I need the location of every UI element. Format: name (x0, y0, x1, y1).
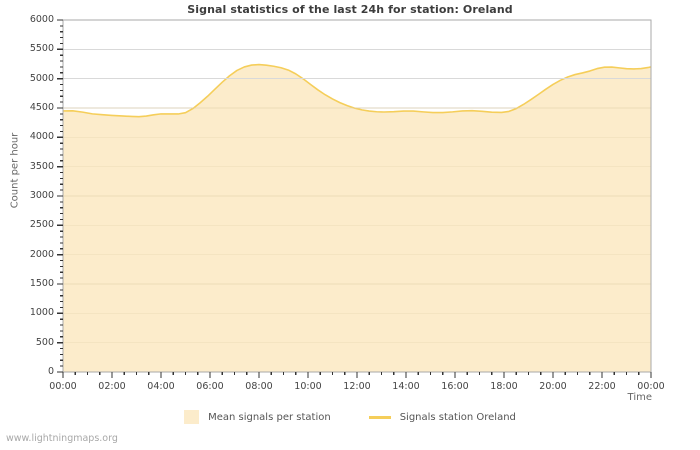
y-axis-tick-label: 2000 (29, 248, 54, 260)
x-axis-tick-label: 00:00 (637, 381, 665, 392)
x-axis-tick-label: 20:00 (539, 381, 567, 392)
legend-line-swatch-icon (368, 415, 391, 419)
y-axis-tick-label: 5500 (29, 43, 54, 55)
x-axis-tick-label: 00:00 (49, 381, 77, 392)
x-axis-tick-label: 10:00 (294, 381, 322, 392)
y-axis-tick-label: 500 (35, 336, 54, 348)
y-axis-tick-label: 3500 (29, 160, 54, 172)
x-axis-tick-label: 14:00 (392, 381, 420, 392)
x-axis-title: Time (627, 392, 652, 403)
y-axis-tick-label: 1500 (29, 278, 54, 289)
legend-item-station-signals: Signals station Oreland (368, 411, 516, 423)
y-axis-tick-label: 1000 (29, 307, 54, 319)
y-axis-tick-label: 4500 (29, 102, 54, 113)
y-axis-tick-label: 4000 (29, 131, 54, 143)
watermark: www.lightningmaps.org (6, 433, 118, 444)
x-axis-tick-label: 02:00 (98, 381, 126, 392)
legend-label-mean-signals: Mean signals per station (208, 411, 331, 423)
x-axis-tick-label: 04:00 (147, 381, 175, 392)
legend-area-swatch-icon (184, 410, 200, 424)
y-axis-tick-label: 0 (47, 366, 54, 377)
y-axis-tick-label: 3000 (29, 190, 54, 201)
x-axis-tick-label: 16:00 (441, 381, 469, 392)
series-area-signals-oreland (63, 64, 651, 372)
x-axis-tick-label: 12:00 (343, 381, 371, 392)
x-axis-tick-label: 08:00 (245, 381, 273, 392)
y-axis-tick-label: 5000 (29, 72, 54, 84)
y-axis-tick-label: 6000 (29, 14, 54, 25)
legend-item-mean-signals: Mean signals per station (184, 410, 331, 424)
y-axis-tick-label: 2500 (29, 219, 54, 231)
chart-legend: Mean signals per station Signals station… (0, 410, 700, 424)
legend-label-station-signals: Signals station Oreland (399, 411, 516, 423)
x-axis-tick-label: 22:00 (588, 381, 616, 392)
chart-title: Signal statistics of the last 24h for st… (187, 3, 513, 16)
x-axis-tick-label: 06:00 (196, 381, 224, 392)
x-axis-tick-label: 18:00 (490, 381, 518, 392)
